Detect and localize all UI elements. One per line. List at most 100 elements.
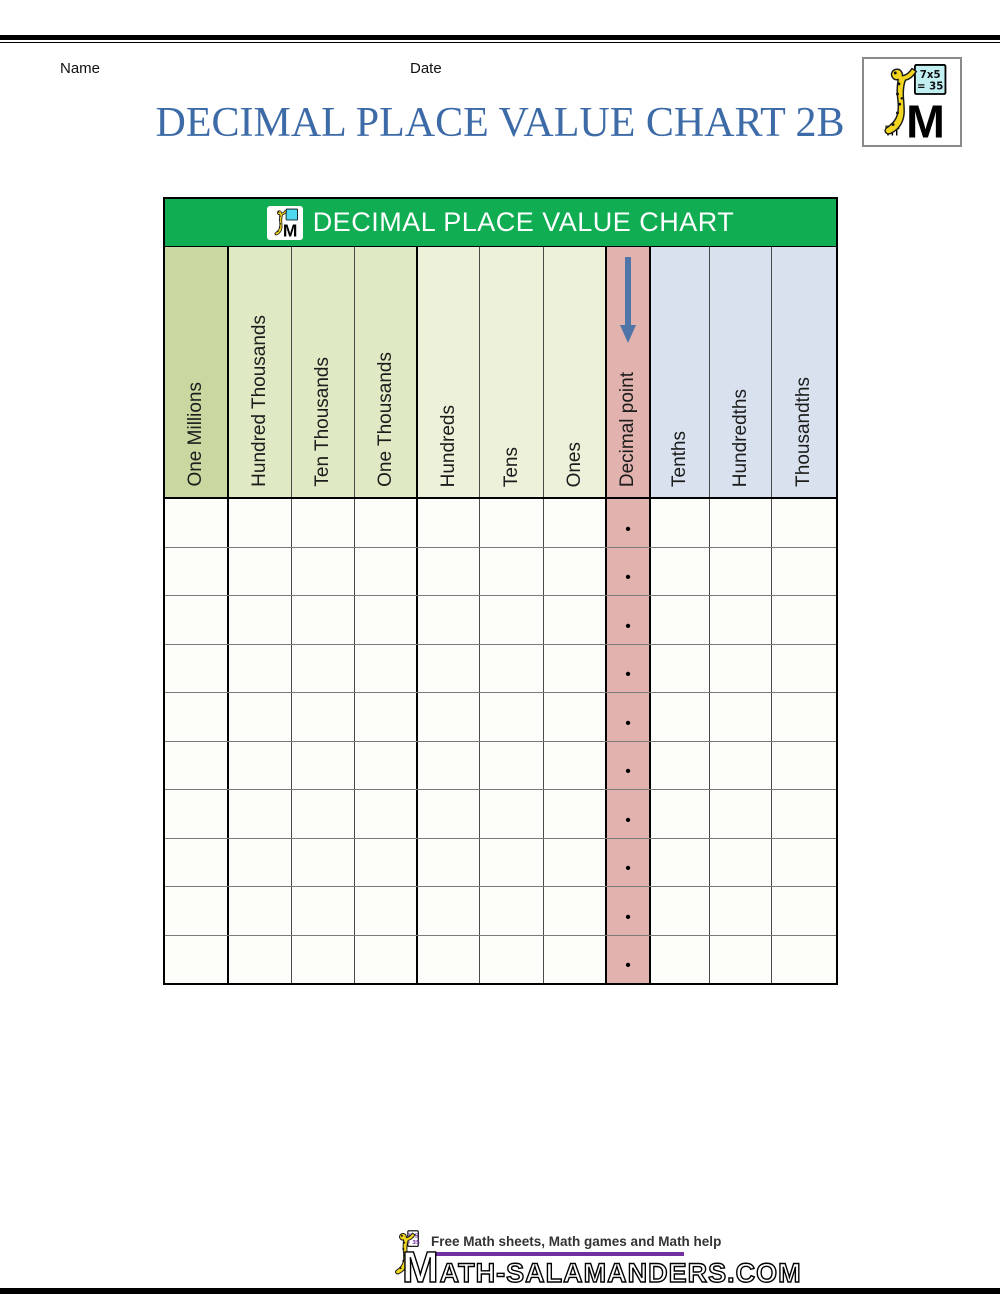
value-cell-hundred-thousands[interactable] bbox=[229, 887, 292, 935]
value-cell-tenths[interactable] bbox=[651, 838, 710, 886]
value-cell-thousandths[interactable] bbox=[772, 547, 836, 595]
value-cell-one-thousands[interactable] bbox=[355, 935, 418, 983]
value-cell-hundreds[interactable] bbox=[418, 838, 480, 886]
value-cell-tenths[interactable] bbox=[651, 741, 710, 789]
value-cell-tens[interactable] bbox=[480, 693, 544, 741]
value-cell-hundreds[interactable] bbox=[418, 547, 480, 595]
value-cell-ten-thousands[interactable] bbox=[292, 547, 355, 595]
value-cell-ten-thousands[interactable] bbox=[292, 596, 355, 644]
value-cell-hundreds[interactable] bbox=[418, 935, 480, 983]
value-cell-tenths[interactable] bbox=[651, 596, 710, 644]
value-cell-one-thousands[interactable] bbox=[355, 644, 418, 692]
value-cell-one-millions[interactable] bbox=[165, 838, 229, 886]
value-cell-hundreds[interactable] bbox=[418, 644, 480, 692]
value-cell-ten-thousands[interactable] bbox=[292, 741, 355, 789]
value-cell-ones[interactable] bbox=[544, 935, 607, 983]
value-cell-hundredths[interactable] bbox=[710, 838, 772, 886]
value-cell-ones[interactable] bbox=[544, 693, 607, 741]
value-cell-one-thousands[interactable] bbox=[355, 741, 418, 789]
value-cell-one-thousands[interactable] bbox=[355, 499, 418, 547]
value-cell-ones[interactable] bbox=[544, 596, 607, 644]
value-cell-hundred-thousands[interactable] bbox=[229, 790, 292, 838]
value-cell-hundred-thousands[interactable] bbox=[229, 644, 292, 692]
value-cell-ones[interactable] bbox=[544, 499, 607, 547]
value-cell-one-millions[interactable] bbox=[165, 596, 229, 644]
value-cell-ones[interactable] bbox=[544, 790, 607, 838]
decimal-point-cell[interactable]: • bbox=[607, 499, 651, 547]
decimal-point-cell[interactable]: • bbox=[607, 741, 651, 789]
value-cell-hundred-thousands[interactable] bbox=[229, 838, 292, 886]
value-cell-tenths[interactable] bbox=[651, 547, 710, 595]
decimal-point-cell[interactable]: • bbox=[607, 693, 651, 741]
value-cell-ones[interactable] bbox=[544, 547, 607, 595]
value-cell-ones[interactable] bbox=[544, 838, 607, 886]
value-cell-one-millions[interactable] bbox=[165, 547, 229, 595]
value-cell-hundreds[interactable] bbox=[418, 741, 480, 789]
value-cell-one-millions[interactable] bbox=[165, 644, 229, 692]
value-cell-thousandths[interactable] bbox=[772, 644, 836, 692]
decimal-point-cell[interactable]: • bbox=[607, 935, 651, 983]
value-cell-tenths[interactable] bbox=[651, 644, 710, 692]
decimal-point-cell[interactable]: • bbox=[607, 547, 651, 595]
value-cell-hundred-thousands[interactable] bbox=[229, 693, 292, 741]
value-cell-ten-thousands[interactable] bbox=[292, 499, 355, 547]
value-cell-tens[interactable] bbox=[480, 547, 544, 595]
value-cell-hundred-thousands[interactable] bbox=[229, 547, 292, 595]
value-cell-ten-thousands[interactable] bbox=[292, 935, 355, 983]
value-cell-hundredths[interactable] bbox=[710, 596, 772, 644]
value-cell-thousandths[interactable] bbox=[772, 741, 836, 789]
value-cell-tens[interactable] bbox=[480, 741, 544, 789]
value-cell-ten-thousands[interactable] bbox=[292, 644, 355, 692]
value-cell-hundreds[interactable] bbox=[418, 790, 480, 838]
value-cell-tenths[interactable] bbox=[651, 693, 710, 741]
value-cell-one-thousands[interactable] bbox=[355, 547, 418, 595]
value-cell-tenths[interactable] bbox=[651, 887, 710, 935]
value-cell-tenths[interactable] bbox=[651, 935, 710, 983]
value-cell-hundreds[interactable] bbox=[418, 596, 480, 644]
value-cell-ten-thousands[interactable] bbox=[292, 693, 355, 741]
value-cell-hundredths[interactable] bbox=[710, 693, 772, 741]
value-cell-tens[interactable] bbox=[480, 887, 544, 935]
decimal-point-cell[interactable]: • bbox=[607, 644, 651, 692]
value-cell-thousandths[interactable] bbox=[772, 693, 836, 741]
value-cell-one-thousands[interactable] bbox=[355, 838, 418, 886]
value-cell-one-millions[interactable] bbox=[165, 693, 229, 741]
value-cell-one-millions[interactable] bbox=[165, 887, 229, 935]
value-cell-hundredths[interactable] bbox=[710, 547, 772, 595]
value-cell-one-millions[interactable] bbox=[165, 741, 229, 789]
value-cell-one-thousands[interactable] bbox=[355, 790, 418, 838]
decimal-point-cell[interactable]: • bbox=[607, 596, 651, 644]
value-cell-ten-thousands[interactable] bbox=[292, 838, 355, 886]
value-cell-hundred-thousands[interactable] bbox=[229, 935, 292, 983]
value-cell-thousandths[interactable] bbox=[772, 838, 836, 886]
value-cell-hundredths[interactable] bbox=[710, 644, 772, 692]
value-cell-hundredths[interactable] bbox=[710, 790, 772, 838]
value-cell-one-thousands[interactable] bbox=[355, 887, 418, 935]
value-cell-one-millions[interactable] bbox=[165, 935, 229, 983]
value-cell-ten-thousands[interactable] bbox=[292, 790, 355, 838]
value-cell-thousandths[interactable] bbox=[772, 887, 836, 935]
value-cell-one-thousands[interactable] bbox=[355, 596, 418, 644]
value-cell-hundred-thousands[interactable] bbox=[229, 741, 292, 789]
value-cell-tens[interactable] bbox=[480, 596, 544, 644]
value-cell-ones[interactable] bbox=[544, 741, 607, 789]
value-cell-hundreds[interactable] bbox=[418, 693, 480, 741]
value-cell-tenths[interactable] bbox=[651, 790, 710, 838]
value-cell-tens[interactable] bbox=[480, 499, 544, 547]
value-cell-hundred-thousands[interactable] bbox=[229, 499, 292, 547]
value-cell-tens[interactable] bbox=[480, 644, 544, 692]
value-cell-ones[interactable] bbox=[544, 887, 607, 935]
value-cell-one-millions[interactable] bbox=[165, 790, 229, 838]
value-cell-thousandths[interactable] bbox=[772, 499, 836, 547]
value-cell-ten-thousands[interactable] bbox=[292, 887, 355, 935]
value-cell-hundredths[interactable] bbox=[710, 741, 772, 789]
value-cell-thousandths[interactable] bbox=[772, 596, 836, 644]
value-cell-thousandths[interactable] bbox=[772, 790, 836, 838]
value-cell-one-thousands[interactable] bbox=[355, 693, 418, 741]
value-cell-tenths[interactable] bbox=[651, 499, 710, 547]
decimal-point-cell[interactable]: • bbox=[607, 790, 651, 838]
decimal-point-cell[interactable]: • bbox=[607, 838, 651, 886]
value-cell-thousandths[interactable] bbox=[772, 935, 836, 983]
value-cell-tens[interactable] bbox=[480, 838, 544, 886]
value-cell-hundreds[interactable] bbox=[418, 887, 480, 935]
